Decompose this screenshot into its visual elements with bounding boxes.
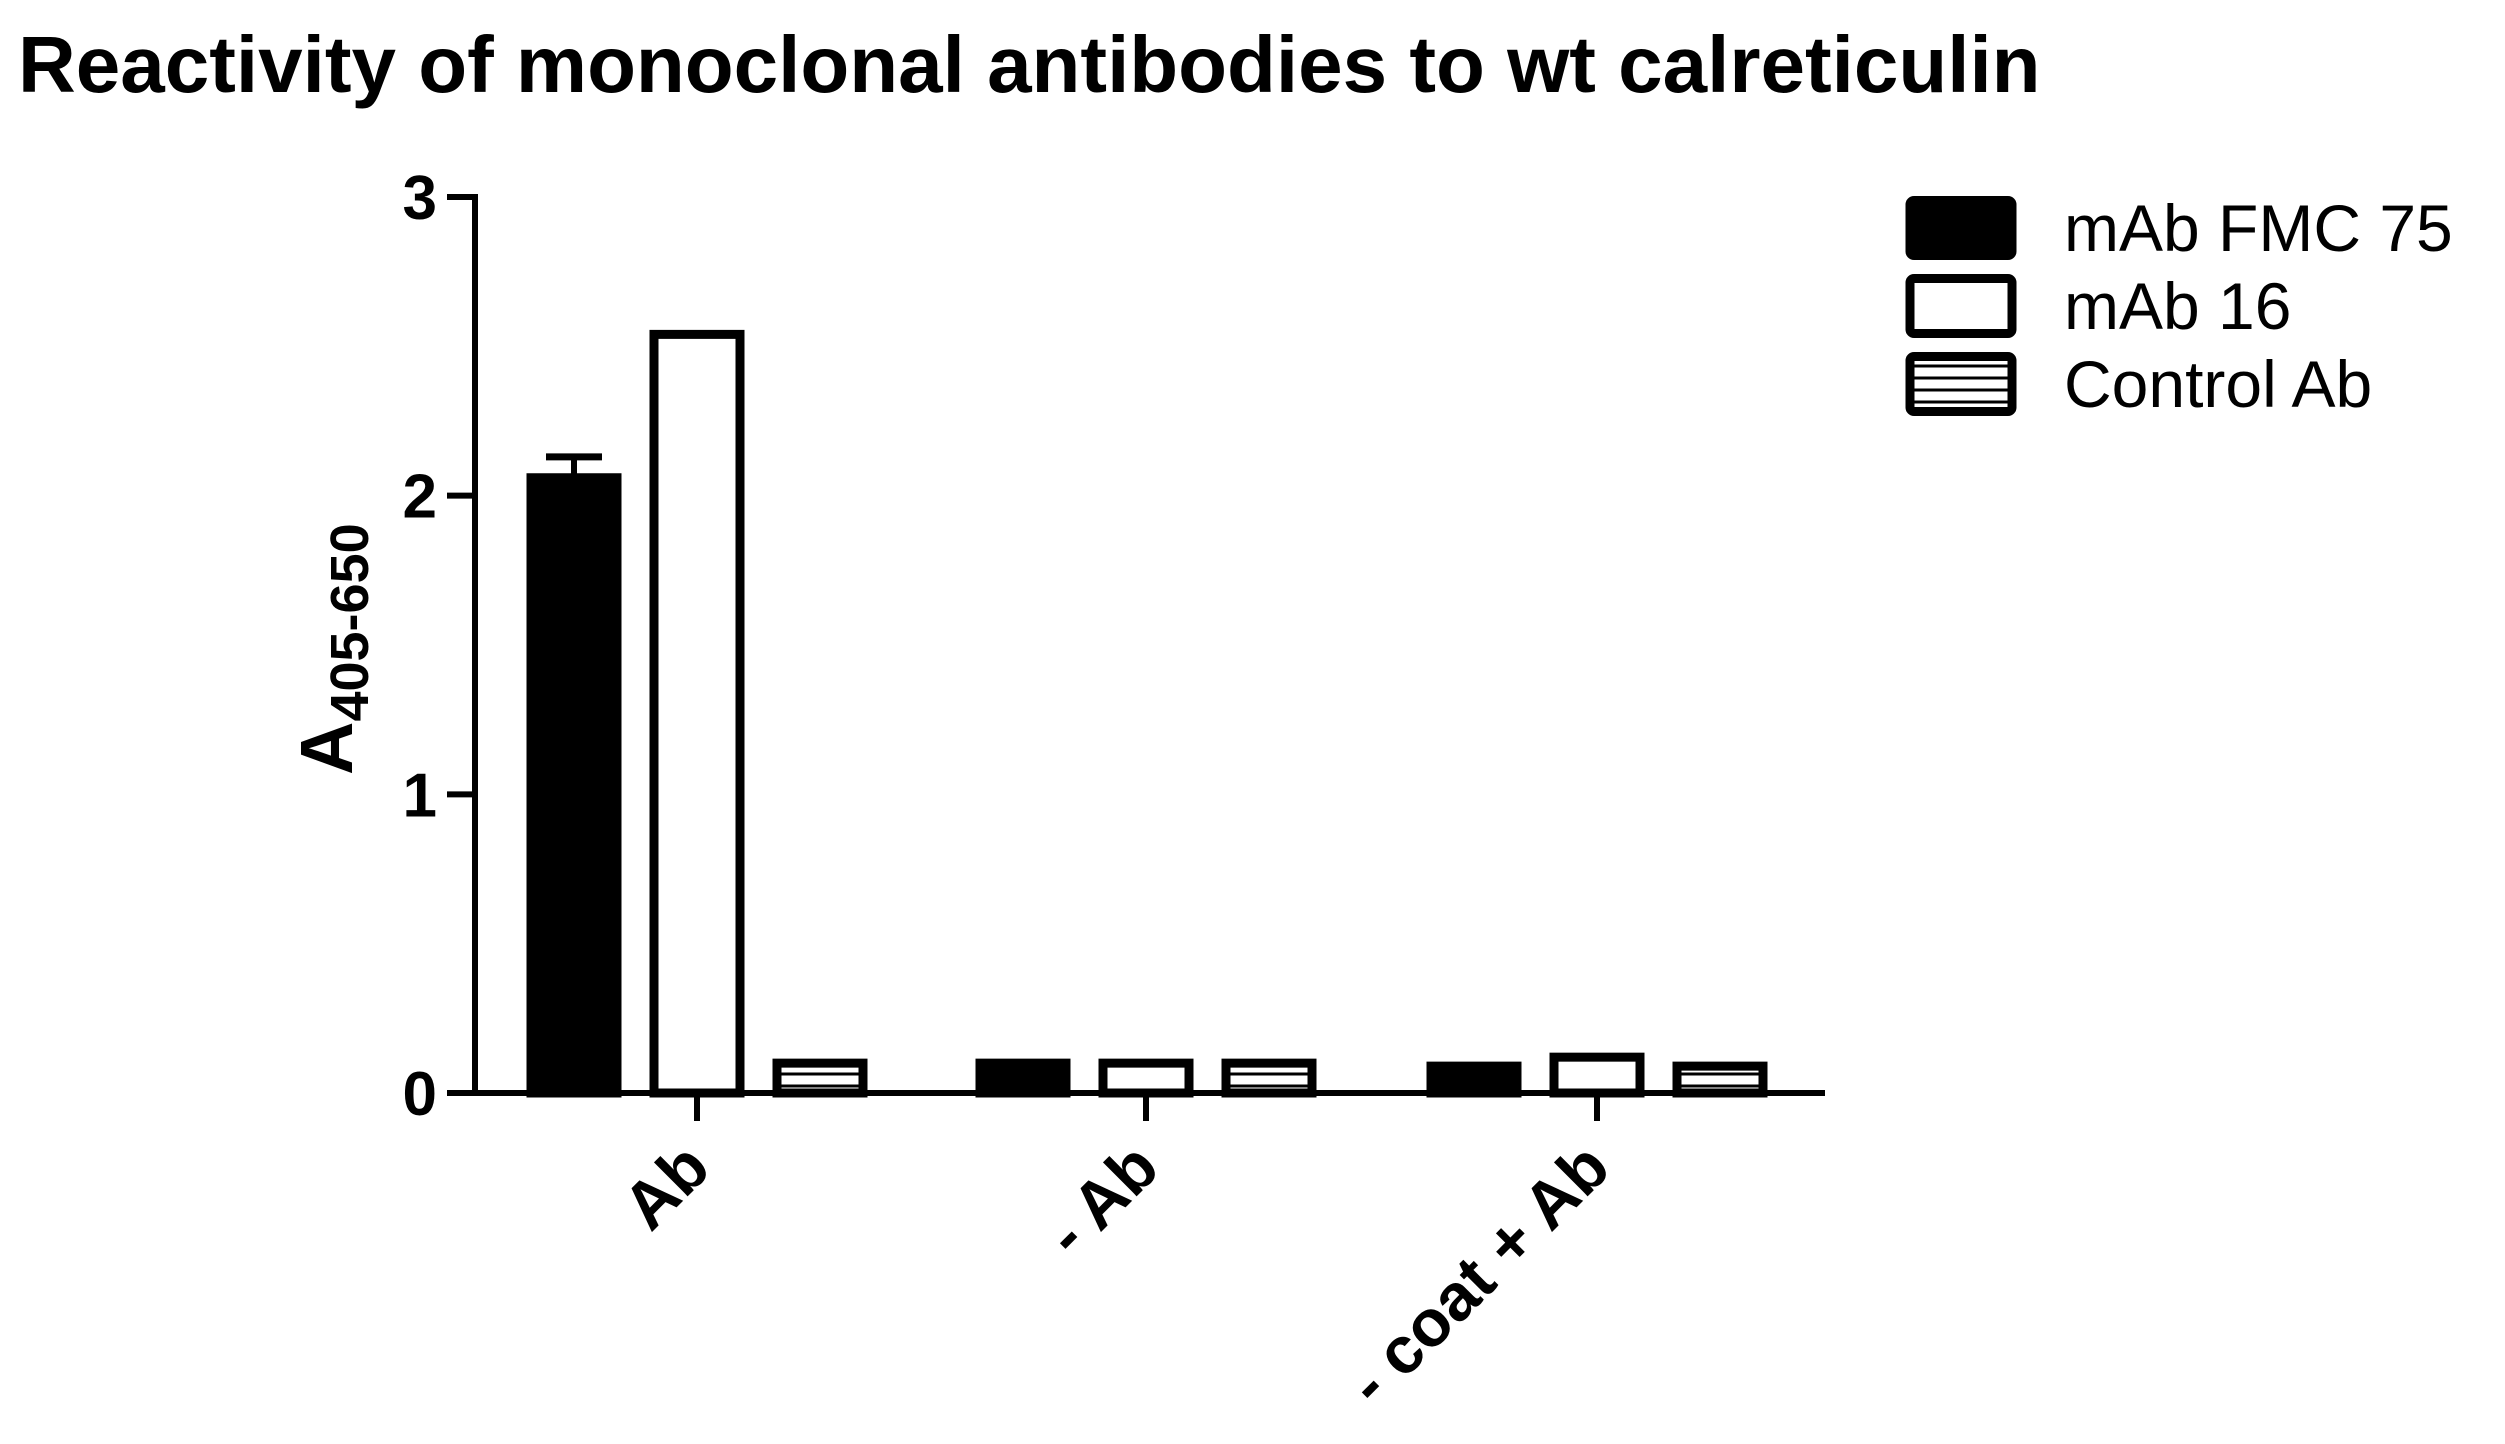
legend-label: Control Ab — [2064, 347, 2372, 421]
bar-2-2 — [1098, 1058, 1194, 1098]
legend-swatch — [1905, 196, 2017, 260]
bar-2-3 — [1549, 1052, 1645, 1098]
chart-title: Reactivity of monoclonal antibodies to w… — [18, 20, 2041, 109]
x-axis: Ab - Ab - coat + Ab — [447, 1090, 1825, 1419]
bar-3-1 — [772, 1058, 868, 1098]
bar-1-2 — [975, 1058, 1071, 1098]
y-tick-label: 2 — [403, 463, 437, 532]
bar-1-1 — [526, 473, 622, 1098]
bar-1-3 — [1426, 1061, 1522, 1098]
bar-3-3 — [1672, 1061, 1768, 1098]
bar-2-1 — [649, 329, 745, 1098]
y-tick-label: 0 — [403, 1060, 437, 1129]
y-axis: 0 1 2 3 — [403, 164, 478, 1129]
y-tick-label: 1 — [403, 761, 437, 830]
y-tick-label: 3 — [403, 164, 437, 233]
x-category-label: - Ab — [1031, 1129, 1172, 1270]
legend-label: mAb FMC 75 — [2064, 191, 2453, 265]
x-category-label: Ab — [608, 1129, 723, 1244]
legend-swatch — [1905, 352, 2017, 416]
plot-area — [526, 329, 1768, 1098]
legend-swatch — [1905, 274, 2017, 338]
bar-3-2 — [1221, 1058, 1317, 1098]
y-axis-label: A405-650 — [285, 523, 380, 775]
legend-label: mAb 16 — [2064, 269, 2291, 343]
x-category-label: - coat + Ab — [1332, 1129, 1622, 1419]
y-axis-label-main: A — [285, 722, 368, 775]
y-axis-label-subscript: 405-650 — [320, 523, 380, 721]
